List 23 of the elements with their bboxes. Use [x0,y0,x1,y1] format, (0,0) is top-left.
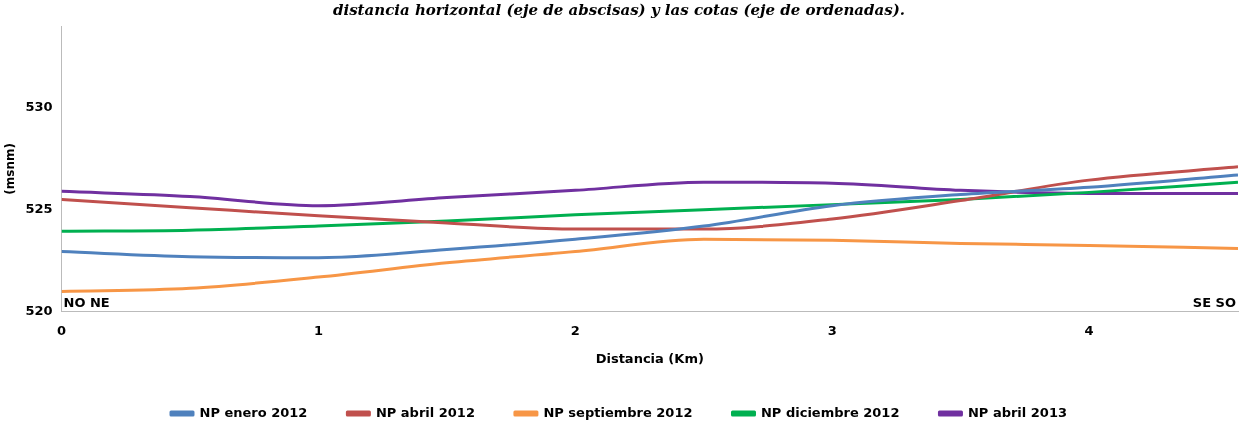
line-series [61,237,1238,293]
y-tick-label: 520 [25,303,53,319]
x-tick-label: 0 [57,322,67,338]
line-series [61,165,1238,231]
y-axis-title: (msnm) [3,143,18,195]
chart-title: distancia horizontal (eje de abscisas) y las cotas (eje de ordenadas). [332,0,906,19]
x-tick-label: 4 [1084,322,1094,338]
y-tick-label: 525 [25,201,53,217]
legend-label: NP diciembre 2012 [760,404,900,420]
x-tick-label: 1 [313,322,323,338]
legend-label: NP abril 2012 [375,404,475,420]
x-tick-label: 3 [827,322,837,338]
line-series [61,173,1238,260]
line-series [61,180,1238,233]
legend-label: NP septiembre 2012 [543,404,693,420]
line-series [61,180,1238,208]
annotation: SE SO [1192,294,1236,310]
legend-label: NP enero 2012 [199,404,308,420]
x-axis-title: Distancia (Km) [595,350,704,366]
annotation: NO NE [63,294,110,310]
legend-label: NP abril 2013 [967,404,1067,420]
y-tick-label: 530 [25,99,53,115]
x-tick-label: 2 [570,322,580,338]
